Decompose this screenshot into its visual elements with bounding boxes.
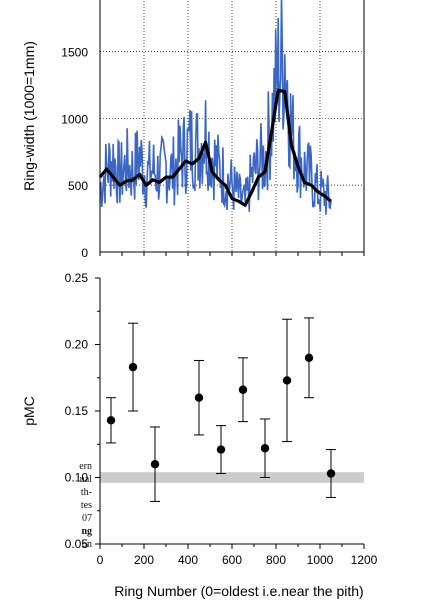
- bottom-y-tick-label: 0.20: [65, 338, 89, 352]
- bottom-x-tick-label: 600: [222, 553, 242, 567]
- background-text-line: ual: [79, 474, 92, 485]
- data-point: [238, 385, 248, 394]
- reference-band-rect: [100, 472, 364, 483]
- bottom-x-tick-label: 400: [178, 553, 198, 567]
- bottom-x-tick-label: 800: [266, 553, 286, 567]
- data-point: [216, 445, 226, 454]
- background-text-line: tes: [80, 500, 92, 511]
- data-points-group: [106, 317, 336, 502]
- bottom-x-tick-label: 200: [134, 553, 154, 567]
- background-text-line: ng: [81, 526, 92, 537]
- data-point: [326, 469, 336, 478]
- raw-ring-width-series: [99, 0, 332, 215]
- top-y-tick-label: 500: [68, 179, 88, 193]
- top-series-group: [98, 0, 333, 215]
- background-text-fragments: ern ual th- tes 07 ng on: [0, 460, 92, 551]
- top-axis-ticks: 0 500 1000 1500: [61, 45, 365, 260]
- bottom-y-tick-label: 0.15: [65, 404, 89, 418]
- bottom-y-tick-label: 0.10: [65, 471, 89, 485]
- data-point: [150, 460, 160, 469]
- ring-width-chart: 0 500 1000 1500 Ring-width (1000=1mm): [21, 0, 365, 260]
- top-gridlines: [100, 0, 364, 253]
- data-point: [106, 416, 116, 425]
- top-y-tick-label: 1000: [61, 112, 88, 126]
- top-y-axis-label: Ring-width (1000=1mm): [21, 41, 37, 191]
- bottom-y-tick-label: 0.25: [65, 271, 89, 285]
- smoothed-ring-width-series: [98, 88, 333, 207]
- bottom-x-axis-label: Ring Number (0=oldest i.e.near the pith): [114, 583, 363, 599]
- background-text-line: th-: [80, 487, 92, 498]
- data-point: [194, 393, 204, 402]
- background-text-line: ern: [79, 461, 92, 472]
- background-text-line: 07: [82, 513, 92, 524]
- background-text-line: on: [82, 539, 92, 550]
- bottom-axes: 0.05 0.10 0.15 0.20 0.25 0 200 400 600 800 1000 120…: [65, 271, 378, 567]
- bottom-x-tick-label: 1200: [351, 553, 378, 567]
- top-y-tick-label: 1500: [61, 45, 88, 59]
- data-point: [304, 353, 314, 362]
- bottom-y-axis-label: pMC: [21, 396, 37, 426]
- pmc-chart: 0.05 0.10 0.15 0.20 0.25 0 200 400 600 800 1000 120…: [21, 271, 378, 599]
- data-point: [128, 362, 138, 372]
- data-point: [260, 444, 270, 453]
- bottom-y-tick-label: 0.05: [65, 537, 89, 551]
- reference-band: [100, 472, 364, 483]
- data-point: [282, 376, 292, 385]
- bottom-x-tick-label: 0: [97, 553, 104, 567]
- top-y-tick-label: 0: [81, 246, 88, 260]
- bottom-x-tick-label: 1000: [307, 553, 334, 567]
